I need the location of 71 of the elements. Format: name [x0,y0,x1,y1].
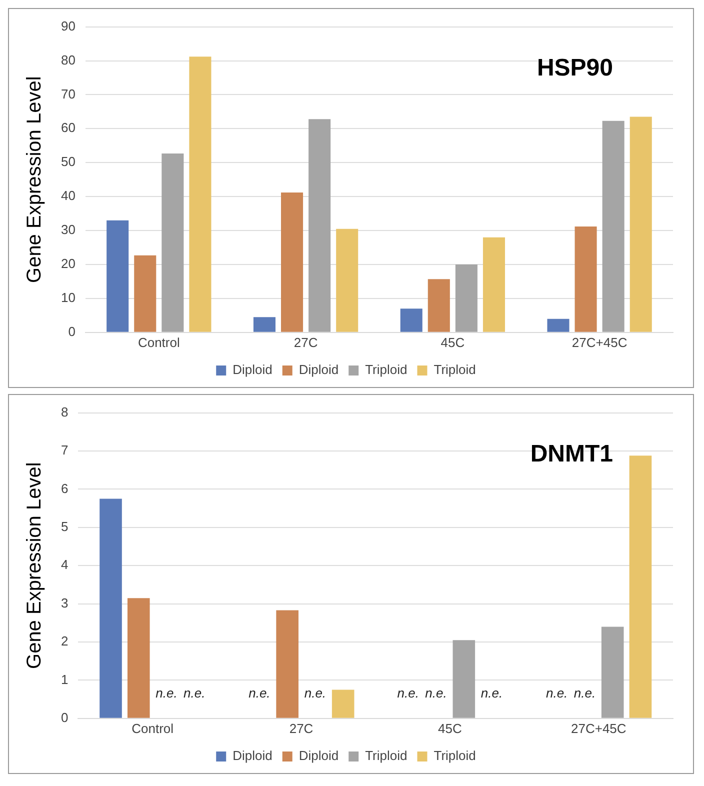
text: n.e. [304,686,326,701]
y-axis-title: Gene Expression Level [24,462,46,669]
y-tick-label: 0 [68,324,76,339]
bar [574,226,597,332]
x-tick-label: 27C [289,720,314,736]
x-tick-label: 45C [440,334,465,350]
legend-label: Diploid [232,748,272,764]
bar [134,255,156,332]
y-tick-label: 80 [60,52,76,68]
text: DNMT1 [530,440,613,468]
bar [332,690,354,718]
bar [127,598,150,718]
y-tick-label: 7 [60,442,68,458]
legend-label: Diploid [232,362,272,378]
text: n.e. [156,686,178,701]
bar [106,220,129,332]
bar [189,56,212,332]
legend-label: Diploid [298,362,339,378]
y-tick-label: 10 [60,290,76,306]
y-tick-label: 20 [60,256,76,272]
bar [281,192,304,332]
x-tick-label: Control [132,720,174,736]
bar [630,116,652,332]
y-tick-label: 90 [60,18,76,34]
y-tick-label: 0 [60,710,68,725]
text: n.e. [480,686,503,701]
bar [276,610,298,718]
bar [253,317,276,332]
bar [428,279,450,332]
x-tick-label: 27C [294,334,318,350]
bar [162,153,184,332]
y-tick-label: 40 [60,188,76,204]
y-tick-label: 4 [60,557,68,572]
y-tick-label: 5 [60,518,68,534]
bar [602,120,624,332]
y-tick-label: 60 [60,120,76,136]
x-tick-label: Control [138,334,180,350]
legend-label: Diploid [298,748,339,764]
legend-label: Triploid [365,362,408,378]
y-tick-label: 70 [60,86,76,102]
legend-label: Triploid [434,362,476,378]
bar [452,640,476,718]
legend-label: Triploid [434,748,476,764]
bar [336,228,358,332]
y-tick-label: 50 [60,154,76,170]
y-tick-label: 30 [60,222,76,238]
text: n.e. [425,686,447,701]
bar [308,119,331,332]
y-axis-title: Gene Expression Level [24,76,46,283]
text: n.e. [397,686,419,701]
y-tick-label: 3 [60,595,68,610]
y-tick-label: 2 [60,634,68,649]
bar [400,308,422,332]
y-tick-label: 1 [60,672,68,687]
text: n.e. [574,686,596,701]
x-tick-label: 27C+45C [571,720,626,736]
bar [601,626,624,718]
y-tick-label: 8 [60,404,68,420]
bar [629,456,652,718]
text: n.e. [184,686,206,701]
bar [100,498,122,718]
text: n.e. [546,686,568,701]
bar [482,237,505,332]
bar [547,318,570,332]
x-tick-label: 27C+45C [572,334,628,350]
text: n.e. [248,686,270,701]
text: HSP90 [536,54,613,82]
y-tick-label: 6 [60,480,68,496]
x-tick-label: 45C [438,720,462,736]
legend-label: Triploid [365,748,408,764]
bar [455,264,478,332]
